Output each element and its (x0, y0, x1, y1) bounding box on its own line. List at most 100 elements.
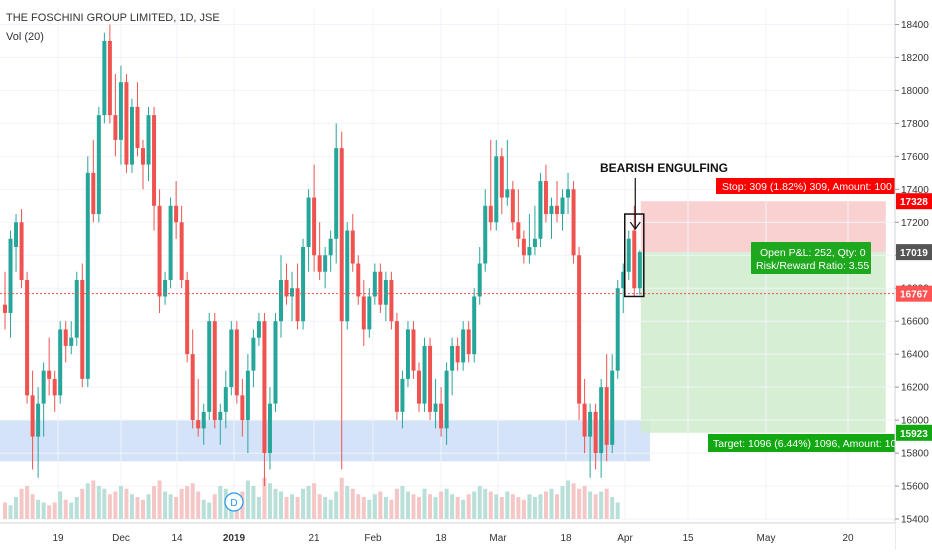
candle[interactable] (58, 321, 63, 404)
candle[interactable] (234, 321, 239, 404)
candle[interactable] (157, 189, 162, 313)
candle[interactable] (312, 164, 317, 272)
candle[interactable] (505, 139, 510, 206)
candle[interactable] (25, 271, 30, 404)
volume-indicator-label[interactable]: Vol (20) (6, 31, 44, 43)
candle[interactable] (339, 131, 344, 470)
candle[interactable] (472, 288, 477, 363)
candle[interactable] (3, 271, 7, 330)
candle[interactable] (245, 354, 250, 454)
candle[interactable] (201, 403, 206, 445)
candle[interactable] (582, 378, 587, 454)
candle[interactable] (599, 378, 604, 478)
candle[interactable] (610, 354, 615, 454)
candle[interactable] (571, 181, 576, 264)
candle[interactable] (284, 263, 289, 305)
support-zone[interactable] (0, 420, 650, 462)
candle[interactable] (267, 387, 272, 470)
candle[interactable] (450, 337, 455, 396)
candle[interactable] (637, 250, 642, 295)
candle[interactable] (334, 123, 339, 264)
candle[interactable] (328, 230, 333, 272)
candle[interactable] (30, 370, 35, 470)
candle[interactable] (163, 271, 168, 305)
candle[interactable] (350, 214, 355, 272)
candle[interactable] (190, 329, 195, 429)
candle[interactable] (383, 271, 388, 322)
candle[interactable] (41, 362, 46, 437)
candle[interactable] (521, 230, 526, 264)
candle[interactable] (135, 82, 140, 157)
stop-price-badge[interactable]: 17328 (896, 193, 932, 210)
candle[interactable] (69, 321, 74, 355)
candle[interactable] (455, 337, 460, 371)
candle[interactable] (461, 321, 466, 371)
current-price-badge[interactable]: 17019 (896, 244, 932, 261)
candle[interactable] (36, 387, 41, 478)
candle[interactable] (389, 271, 394, 330)
candle[interactable] (19, 209, 24, 289)
candle[interactable] (422, 337, 427, 412)
candle[interactable] (367, 288, 372, 338)
candle[interactable] (604, 354, 609, 462)
candle[interactable] (439, 387, 444, 437)
candle[interactable] (196, 378, 201, 437)
candle[interactable] (218, 403, 223, 445)
reference-price-badge[interactable]: 16767 (896, 285, 932, 302)
candle[interactable] (577, 247, 582, 421)
stop-label[interactable]: Stop: 309 (1.82%) 309, Amount: 100 (716, 178, 896, 194)
candle[interactable] (588, 403, 593, 478)
candle[interactable] (229, 321, 234, 396)
candle[interactable] (488, 139, 493, 231)
candle[interactable] (301, 238, 306, 330)
candle[interactable] (185, 271, 190, 363)
candle[interactable] (417, 362, 421, 412)
candle[interactable] (378, 263, 383, 313)
candle[interactable] (47, 337, 52, 396)
profit-target-zone[interactable] (640, 252, 886, 433)
candle[interactable] (566, 172, 571, 215)
target-label[interactable]: Target: 1096 (6.44%) 1096, Amount: 10 (708, 434, 896, 452)
candle[interactable] (400, 370, 405, 429)
candle[interactable] (63, 321, 68, 363)
candle[interactable] (433, 378, 438, 429)
candle[interactable] (527, 214, 532, 264)
candle[interactable] (14, 214, 19, 272)
candle[interactable] (290, 271, 295, 322)
candle[interactable] (273, 312, 278, 412)
candle[interactable] (538, 172, 543, 248)
candle[interactable] (560, 189, 565, 231)
candle[interactable] (240, 378, 245, 437)
candle[interactable] (555, 181, 559, 223)
candle[interactable] (510, 181, 515, 231)
candle[interactable] (323, 247, 328, 289)
candle[interactable] (251, 329, 256, 388)
candle[interactable] (124, 73, 129, 173)
candle[interactable] (174, 181, 179, 239)
candle[interactable] (279, 255, 283, 338)
candle[interactable] (477, 247, 482, 305)
candle[interactable] (593, 403, 598, 470)
candle[interactable] (129, 98, 134, 173)
candle[interactable] (74, 271, 79, 346)
candle[interactable] (345, 222, 350, 330)
candle[interactable] (317, 222, 322, 280)
candle[interactable] (52, 370, 57, 412)
dividend-marker[interactable]: D (224, 492, 244, 512)
candle[interactable] (356, 255, 361, 305)
candle[interactable] (256, 312, 261, 346)
candle[interactable] (444, 362, 449, 445)
candle[interactable] (118, 65, 123, 165)
candle[interactable] (113, 73, 118, 157)
candle[interactable] (361, 279, 366, 346)
candle[interactable] (146, 106, 151, 182)
target-price-badge[interactable]: 15923 (896, 424, 932, 441)
candle[interactable] (107, 24, 112, 124)
candle[interactable] (466, 321, 471, 363)
pattern-box[interactable] (624, 213, 645, 298)
candle[interactable] (141, 139, 145, 190)
candle[interactable] (306, 189, 311, 272)
candle[interactable] (411, 321, 416, 379)
